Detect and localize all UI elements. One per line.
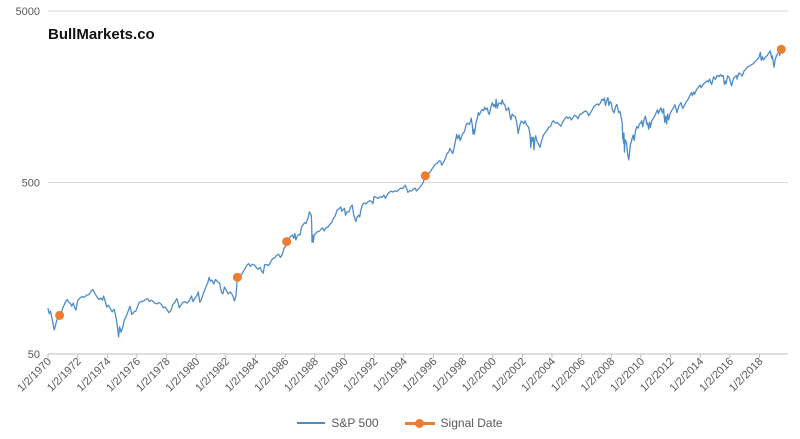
legend-label-sp500: S&P 500 xyxy=(331,416,379,430)
signal-dot-icon xyxy=(414,418,424,428)
signal-date-marker[interactable] xyxy=(776,44,786,54)
y-axis-tick-label: 500 xyxy=(22,178,40,190)
y-axis-tick-label: 5000 xyxy=(16,6,40,18)
sp500-line-swatch-icon xyxy=(297,422,326,424)
y-axis-tick-label: 50 xyxy=(28,349,40,361)
legend-item-signal-date[interactable]: Signal Date xyxy=(404,416,503,430)
signal-date-marker[interactable] xyxy=(282,237,292,247)
signal-date-marker[interactable] xyxy=(420,171,430,181)
chart-legend: S&P 500 Signal Date xyxy=(0,416,800,430)
signal-date-marker[interactable] xyxy=(55,310,65,320)
legend-label-signal-date: Signal Date xyxy=(440,416,503,430)
signal-date-marker-swatch-icon xyxy=(404,418,435,428)
signal-date-marker[interactable] xyxy=(232,272,242,282)
brand-watermark: BullMarkets.co xyxy=(48,26,155,43)
legend-item-sp500[interactable]: S&P 500 xyxy=(297,416,379,430)
sp500-line-series[interactable] xyxy=(47,48,782,338)
